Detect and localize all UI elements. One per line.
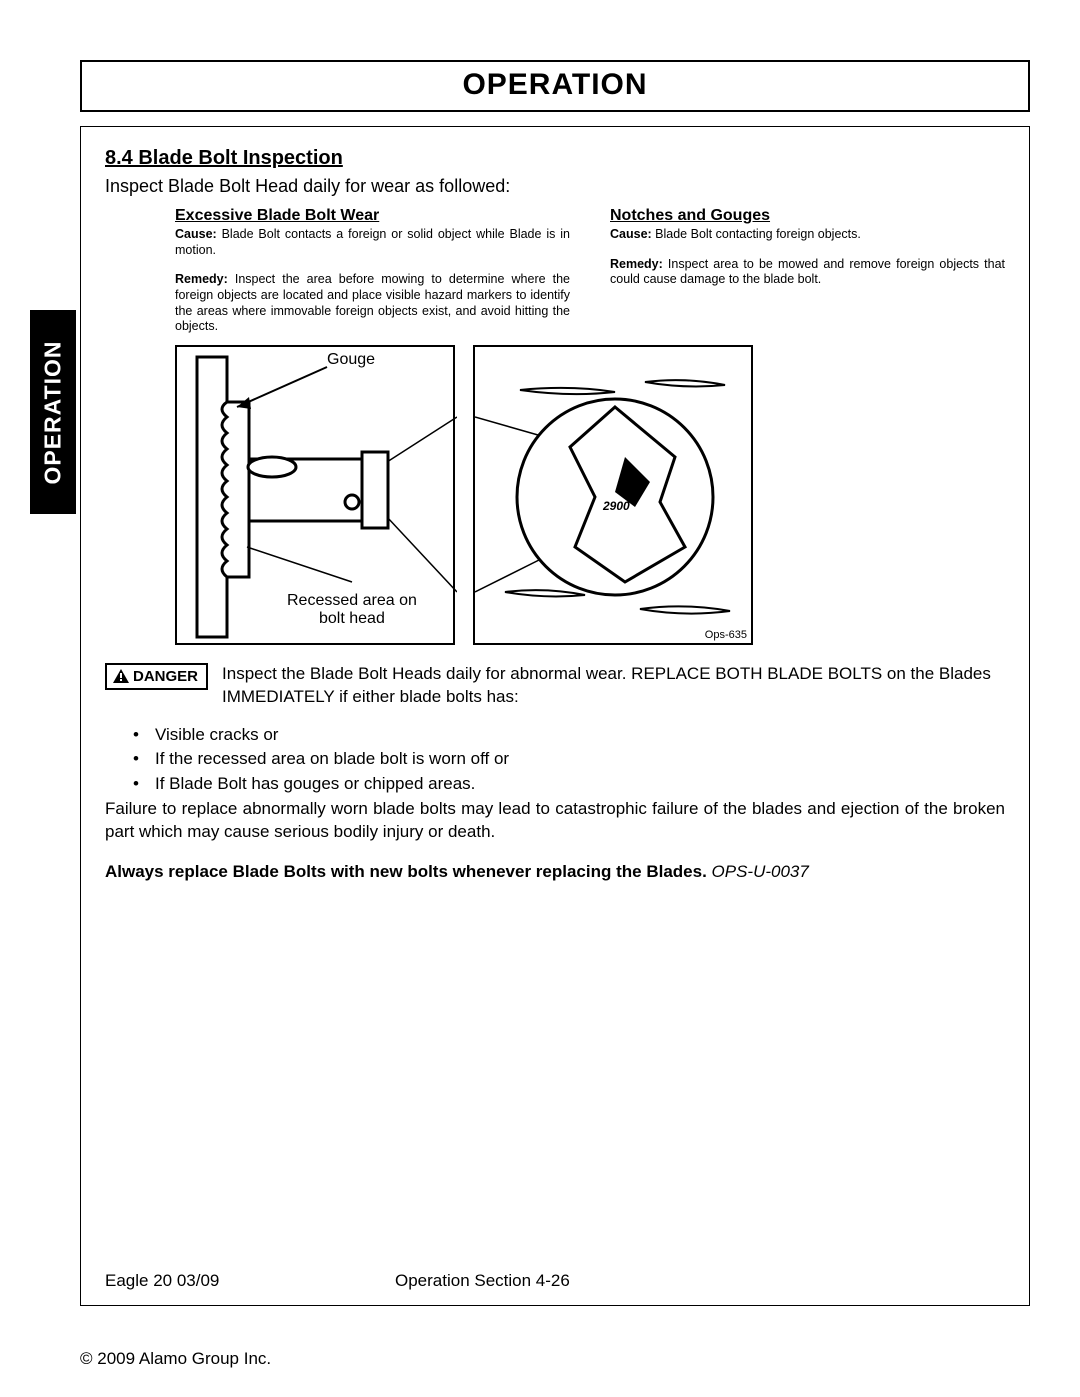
diagram-row: Gouge Recessed area on bolt head	[175, 345, 1005, 645]
remedy-label: Remedy:	[175, 272, 228, 286]
cause-label: Cause:	[175, 227, 217, 241]
failure-text: Failure to replace abnormally worn blade…	[105, 798, 1005, 844]
page: OPERATION 8.4 Blade Bolt Inspection Insp…	[80, 60, 1030, 1340]
remedy-label: Remedy:	[610, 257, 663, 271]
bullet-item: If the recessed area on blade bolt is wo…	[133, 747, 1005, 771]
ops-ref: Ops-635	[705, 629, 747, 641]
two-column-block: Excessive Blade Bolt Wear Cause: Blade B…	[175, 207, 1005, 335]
always-replace: Always replace Blade Bolts with new bolt…	[105, 862, 1005, 882]
gouge-label: Gouge	[327, 351, 375, 369]
diagram-right: 2900 Ops-635	[473, 345, 753, 645]
col-left-title: Excessive Blade Bolt Wear	[175, 207, 570, 225]
always-code: OPS-U-0037	[712, 862, 809, 881]
side-tab: OPERATION	[30, 310, 76, 514]
col-excessive-wear: Excessive Blade Bolt Wear Cause: Blade B…	[175, 207, 570, 335]
cause-text: Blade Bolt contacts a foreign or solid o…	[175, 227, 570, 257]
title-box: OPERATION	[80, 60, 1030, 112]
diagram-left: Gouge Recessed area on bolt head	[175, 345, 455, 645]
always-bold: Always replace Blade Bolts with new bolt…	[105, 862, 712, 881]
inner-footer: Eagle 20 03/09 Operation Section 4-26	[105, 1271, 1005, 1291]
section-heading: 8.4 Blade Bolt Inspection	[105, 147, 1005, 170]
bullet-item: Visible cracks or	[133, 723, 1005, 747]
danger-text: Inspect the Blade Bolt Heads daily for a…	[222, 663, 1005, 709]
danger-section: DANGER Inspect the Blade Bolt Heads dail…	[105, 663, 1005, 882]
danger-label: DANGER	[133, 668, 198, 685]
footer-left: Eagle 20 03/09	[105, 1271, 385, 1291]
side-tab-label: OPERATION	[40, 340, 67, 484]
bolt-top-svg	[475, 347, 755, 647]
remedy-text: Inspect the area before mowing to determ…	[175, 272, 570, 333]
page-title: OPERATION	[82, 68, 1028, 102]
inner-code: 2900	[603, 499, 630, 513]
col-right-title: Notches and Gouges	[610, 207, 1005, 225]
cause-label: Cause:	[610, 227, 652, 241]
content-frame: 8.4 Blade Bolt Inspection Inspect Blade …	[80, 126, 1030, 1306]
footer-center: Operation Section 4-26	[385, 1271, 1005, 1291]
col-notches-gouges: Notches and Gouges Cause: Blade Bolt con…	[610, 207, 1005, 335]
danger-badge: DANGER	[105, 663, 208, 690]
recessed-label-2: bolt head	[319, 610, 385, 627]
col-right-remedy: Remedy: Inspect area to be mowed and rem…	[610, 257, 1005, 288]
col-left-cause: Cause: Blade Bolt contacts a foreign or …	[175, 227, 570, 258]
recessed-label-1: Recessed area on	[287, 592, 417, 609]
bullet-list: Visible cracks or If the recessed area o…	[133, 723, 1005, 796]
bullet-item: If Blade Bolt has gouges or chipped area…	[133, 772, 1005, 796]
cause-text: Blade Bolt contacting foreign objects.	[652, 227, 861, 241]
col-left-remedy: Remedy: Inspect the area before mowing t…	[175, 272, 570, 335]
remedy-text: Inspect area to be mowed and remove fore…	[610, 257, 1005, 287]
section-intro: Inspect Blade Bolt Head daily for wear a…	[105, 176, 1005, 197]
warning-icon	[113, 669, 129, 683]
copyright: © 2009 Alamo Group Inc.	[80, 1349, 271, 1369]
col-right-cause: Cause: Blade Bolt contacting foreign obj…	[610, 227, 1005, 243]
